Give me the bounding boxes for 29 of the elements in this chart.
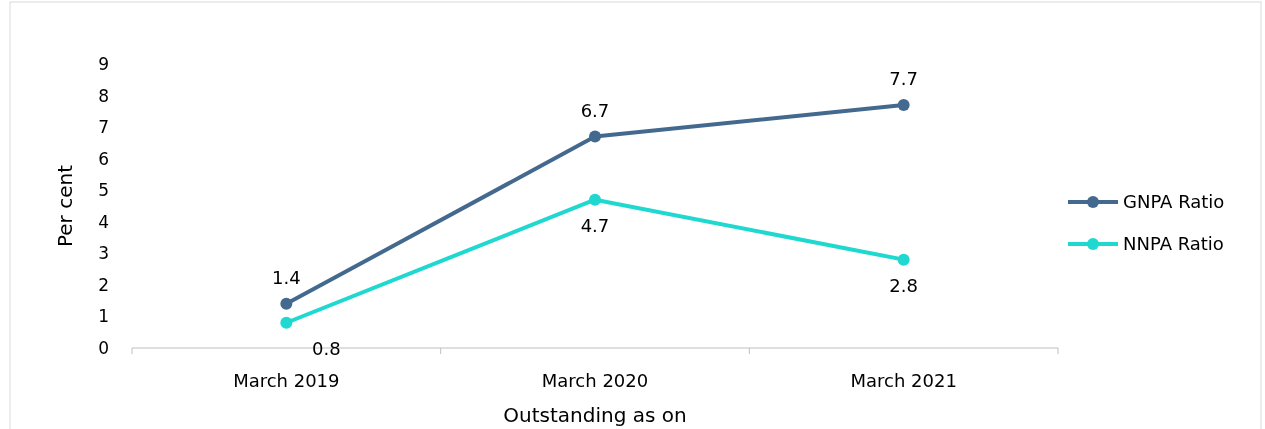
data-label: 1.4 [272, 266, 301, 288]
data-label: 0.8 [312, 337, 341, 359]
point [589, 130, 601, 143]
x-tick-label: March 2021 [850, 370, 957, 391]
point [589, 193, 601, 206]
point [897, 99, 910, 112]
legend-label: NNPA Ratio [1123, 233, 1224, 255]
y-tick-label: 4 [98, 211, 109, 232]
y-tick-label: 5 [98, 180, 109, 201]
y-tick-label: 0 [98, 337, 109, 358]
x-tick-label: March 2020 [541, 370, 649, 391]
data-label: 4.7 [580, 214, 610, 236]
point [280, 316, 293, 329]
y-tick-label: 3 [98, 243, 109, 264]
legend-label: GNPA Ratio [1123, 191, 1225, 213]
y-tick-label: 2 [98, 274, 109, 295]
point [280, 297, 293, 310]
x-tick-label: March 2019 [233, 370, 340, 391]
y-axis-title: Per cent [53, 164, 77, 248]
y-tick-label: 1 [98, 306, 109, 327]
data-label: 6.7 [580, 99, 610, 121]
y-tick-label: 6 [98, 148, 109, 169]
y-tick-label: 7 [98, 117, 109, 138]
point [897, 253, 910, 266]
y-tick-label: 8 [98, 85, 109, 106]
data-label: 7.7 [889, 68, 918, 90]
data-label: 2.8 [889, 274, 918, 296]
y-tick-label: 9 [98, 53, 109, 74]
x-axis-title: Outstanding as on [503, 403, 687, 427]
